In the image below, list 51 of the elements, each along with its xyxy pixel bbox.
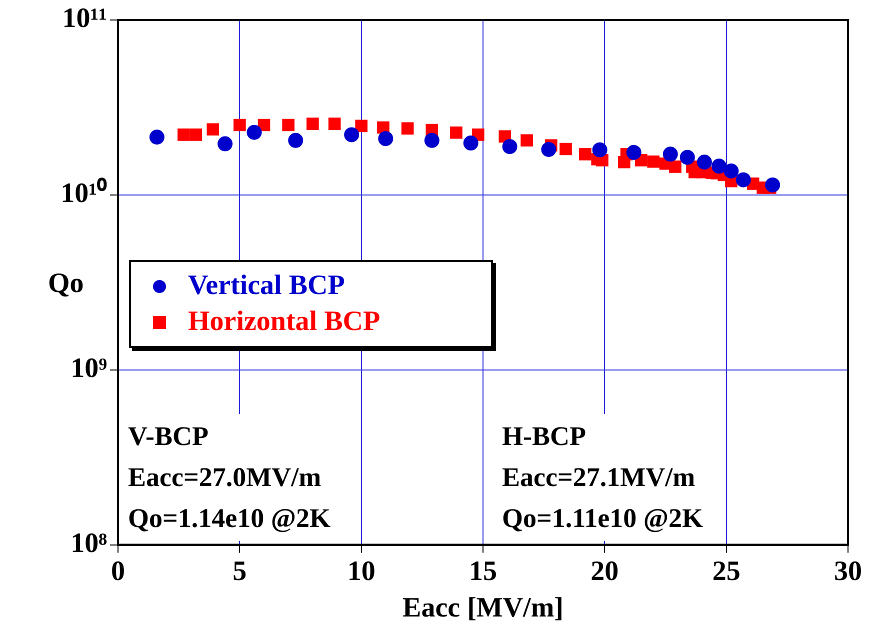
y-tick-label: 10⁸ (70, 528, 107, 560)
annotation: V-BCP Eacc=27.0MV/m Qo=1.14e10 @2K (122, 414, 336, 541)
point (282, 118, 294, 132)
y-tick-label: 10¹⁰ (60, 177, 107, 210)
point (206, 123, 220, 136)
x-tick-label: 5 (232, 556, 247, 587)
point (579, 148, 592, 160)
point (234, 118, 246, 132)
point (502, 139, 518, 154)
point (190, 128, 202, 141)
point (541, 142, 556, 157)
point (344, 127, 360, 142)
point (378, 131, 394, 146)
x-tick-label: 25 (712, 556, 740, 587)
x-tick-label: 0 (111, 556, 125, 587)
point (306, 118, 319, 130)
point (424, 132, 440, 148)
point (669, 160, 682, 173)
y-tick-label: 10¹¹ (62, 3, 107, 34)
point (592, 142, 608, 158)
point (712, 158, 727, 174)
x-tick-label: 20 (590, 556, 619, 587)
x-axis-title: Eacc [MV/m] (402, 592, 564, 624)
x-tick-label: 10 (347, 556, 376, 587)
x-tick-label: 15 (469, 556, 497, 587)
y-axis-title: Qo (48, 268, 84, 300)
point (178, 128, 190, 141)
point (736, 172, 751, 188)
point (149, 130, 164, 145)
point (662, 146, 678, 162)
y-tick-label: 10⁹ (70, 353, 107, 384)
point (328, 118, 341, 130)
x-tick-label: 30 (834, 556, 862, 587)
point (218, 136, 233, 152)
point (724, 164, 739, 179)
point (355, 120, 368, 132)
point (288, 132, 304, 148)
point (647, 155, 660, 168)
point (696, 154, 712, 170)
point (401, 122, 414, 135)
point (450, 126, 462, 139)
annotation: H-BCP Eacc=27.1MV/m Qo=1.11e10 @2K (496, 414, 709, 541)
point (680, 150, 695, 165)
legend-label: Horizontal BCP (188, 306, 380, 338)
point (560, 142, 572, 156)
point (246, 124, 262, 140)
point (765, 177, 780, 192)
point (463, 136, 478, 151)
legend-label: Vertical BCP (188, 270, 345, 302)
point (520, 134, 533, 147)
point (626, 144, 642, 160)
